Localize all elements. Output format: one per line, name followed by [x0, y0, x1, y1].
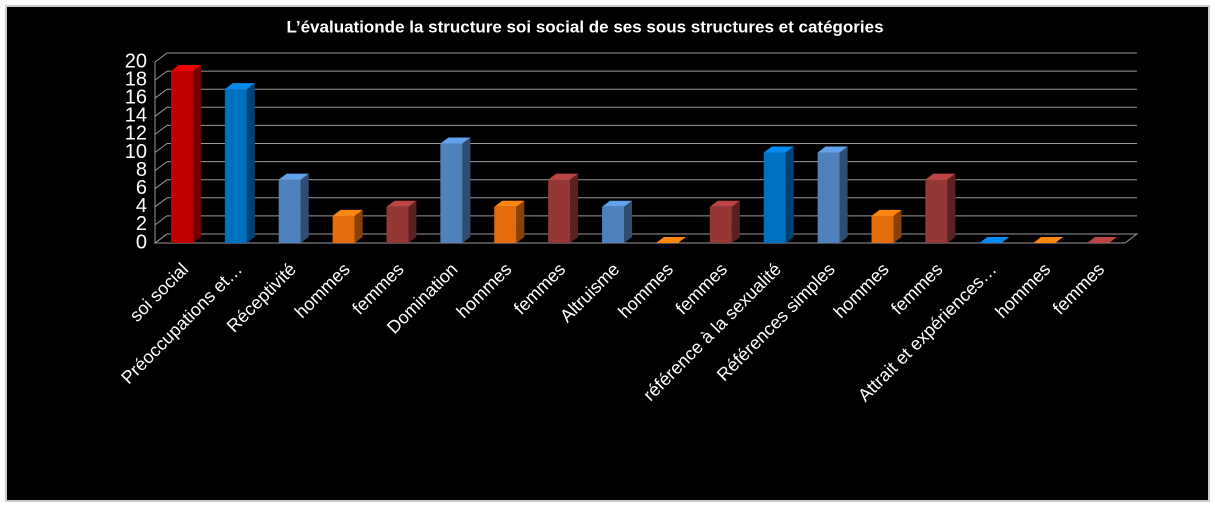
bar-top	[224, 83, 255, 90]
grid-line-side	[154, 179, 168, 190]
bar-side	[570, 173, 579, 243]
bar-top	[763, 146, 794, 153]
bar-top	[709, 200, 740, 207]
bar-top	[494, 200, 525, 207]
bar-top	[548, 173, 579, 180]
y-tick-label: 20	[125, 50, 147, 72]
bar	[332, 215, 355, 243]
bar-top	[1087, 237, 1118, 243]
bar	[602, 206, 625, 243]
grid-line-side	[154, 215, 168, 226]
bar-side	[731, 200, 740, 243]
y-tick-label: 10	[125, 141, 147, 163]
bar-top	[332, 209, 363, 216]
y-tick-label: 18	[125, 68, 147, 90]
bar-side	[192, 65, 201, 243]
bar-top	[925, 173, 956, 180]
bar-top	[602, 200, 633, 207]
grid-line-side	[154, 88, 168, 99]
bar	[817, 152, 840, 243]
bar	[278, 179, 301, 243]
grid-line-side	[154, 161, 168, 172]
grid-line-side	[154, 70, 168, 81]
bar-side	[947, 173, 956, 243]
bar-top	[278, 173, 309, 180]
y-tick-label: 14	[125, 105, 147, 127]
bar	[440, 143, 463, 243]
y-tick-label: 2	[136, 213, 147, 235]
grid-line-side	[154, 106, 168, 117]
y-tick-label: 8	[136, 159, 147, 181]
bar	[494, 206, 517, 243]
bar-top	[386, 200, 417, 207]
bar-top	[1033, 237, 1064, 243]
grid-line-side	[154, 52, 168, 63]
bar	[386, 206, 409, 243]
y-tick-label: 12	[125, 123, 147, 145]
grid-line-side	[154, 197, 168, 208]
bar-side	[839, 146, 848, 243]
bar-top	[655, 237, 686, 243]
bar	[871, 215, 894, 243]
chart-title: L’évaluationde la structure soi social d…	[286, 17, 883, 36]
y-tick-label: 16	[125, 86, 147, 108]
bar-side	[354, 209, 363, 243]
bar	[925, 179, 948, 243]
bar-top	[440, 137, 471, 144]
bar-side	[408, 200, 417, 243]
bar-side	[893, 209, 902, 243]
grid-line-side	[154, 125, 168, 135]
bar-side	[624, 200, 633, 243]
bar	[709, 206, 732, 243]
bar-top	[817, 146, 848, 153]
bar-top	[871, 209, 902, 216]
y-tick-label: 0	[136, 231, 147, 253]
grid-line-side	[154, 233, 168, 244]
bar-top	[979, 237, 1010, 243]
bar-top	[170, 65, 201, 72]
bar	[763, 152, 786, 243]
bar	[224, 89, 247, 244]
chart-background	[5, 5, 1210, 502]
bar-side	[785, 146, 794, 243]
bar-side	[462, 137, 471, 243]
bar-side	[300, 173, 309, 243]
bar	[548, 179, 571, 243]
bar-side	[516, 200, 525, 243]
grid-line-side	[154, 143, 168, 153]
y-tick-label: 6	[136, 177, 147, 199]
bar-side	[246, 83, 255, 244]
y-tick-label: 4	[136, 195, 147, 217]
bar	[170, 71, 193, 243]
